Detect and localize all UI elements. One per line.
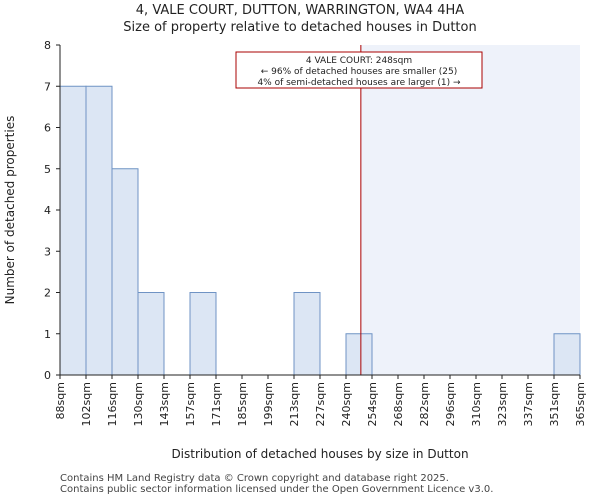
- bar-88sqm: [59, 85, 87, 376]
- annotation-box: [235, 51, 483, 89]
- x-tick-label-240sqm: 240sqm: [340, 382, 353, 426]
- y-tick-label-3: 3: [44, 245, 51, 258]
- y-tick-label-4: 4: [44, 204, 51, 217]
- x-tick-label-116sqm: 116sqm: [106, 382, 119, 426]
- x-tick-label-254sqm: 254sqm: [366, 382, 379, 426]
- y-tick-label-7: 7: [44, 80, 51, 93]
- x-tick-label-102sqm: 102sqm: [80, 382, 93, 426]
- bar-157sqm: [189, 292, 217, 376]
- x-tick-label-199sqm: 199sqm: [262, 382, 275, 426]
- footer-licence: Contains public sector information licen…: [60, 484, 494, 495]
- annotation-line-2: ← 96% of detached houses are smaller (25…: [261, 67, 458, 77]
- bar-351sqm: [553, 333, 581, 376]
- property-annotation: 4 VALE COURT: 248sqm ← 96% of detached h…: [235, 51, 483, 89]
- bar-102sqm: [85, 85, 113, 376]
- x-tick-label-88sqm: 88sqm: [54, 382, 67, 419]
- x-tick-label-337sqm: 337sqm: [522, 382, 535, 426]
- x-axis-label: Distribution of detached houses by size …: [171, 447, 468, 461]
- y-tick-label-8: 8: [44, 39, 51, 52]
- y-tick-label-0: 0: [44, 369, 51, 382]
- chart-subtitle: Size of property relative to detached ho…: [123, 20, 477, 35]
- x-tick-label-296sqm: 296sqm: [444, 382, 457, 426]
- y-tick-label-6: 6: [44, 122, 51, 135]
- bar-116sqm: [111, 168, 139, 376]
- bar-130sqm: [137, 292, 165, 376]
- x-tick-label-143sqm: 143sqm: [158, 382, 171, 426]
- y-axis-label: Number of detached properties: [3, 116, 17, 305]
- x-tick-label-365sqm: 365sqm: [574, 382, 587, 426]
- x-tick-label-227sqm: 227sqm: [314, 382, 327, 426]
- larger-region-shade: [360, 45, 580, 375]
- y-tick-label-5: 5: [44, 163, 51, 176]
- x-tick-label-185sqm: 185sqm: [236, 382, 249, 426]
- x-tick-label-282sqm: 282sqm: [418, 382, 431, 426]
- bar-213sqm: [293, 292, 321, 376]
- x-tick-label-171sqm: 171sqm: [210, 382, 223, 426]
- annotation-line-3: 4% of semi-detached houses are larger (1…: [257, 78, 461, 88]
- x-tick-label-268sqm: 268sqm: [392, 382, 405, 426]
- footer-copyright: Contains HM Land Registry data © Crown c…: [60, 473, 449, 484]
- histogram-plot: 0 1 2 3 4 5 6 7 8 88sqm 102sqm 116sqm 130sqm 143sqm 15…: [3, 39, 587, 461]
- annotation-line-1: 4 VALE COURT: 248sqm: [306, 56, 412, 66]
- y-tick-label-2: 2: [44, 287, 51, 300]
- x-tick-label-323sqm: 323sqm: [496, 382, 509, 426]
- x-tick-label-213sqm: 213sqm: [288, 382, 301, 426]
- chart-title: 4, VALE COURT, DUTTON, WARRINGTON, WA4 4…: [135, 3, 465, 18]
- y-tick-label-1: 1: [44, 328, 51, 341]
- x-tick-label-310sqm: 310sqm: [470, 382, 483, 426]
- bar-240sqm: [345, 333, 373, 376]
- x-tick-label-130sqm: 130sqm: [132, 382, 145, 426]
- x-tick-label-351sqm: 351sqm: [548, 382, 561, 426]
- x-tick-label-157sqm: 157sqm: [184, 382, 197, 426]
